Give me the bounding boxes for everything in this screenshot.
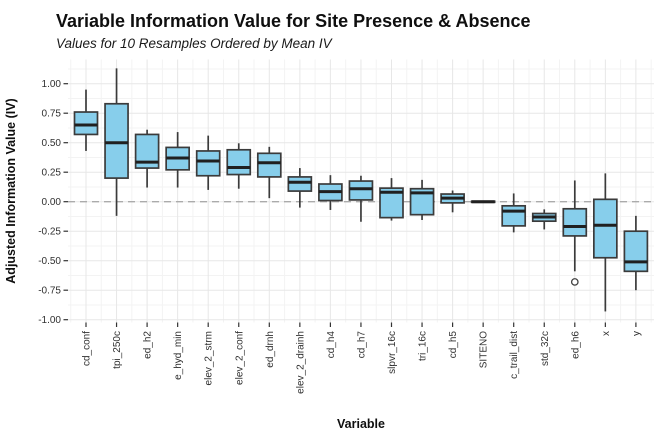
x-tick-label: cd_h4 [326,331,337,359]
y-tick-label: 1.00 [42,79,62,90]
boxplot-cd_h7 [348,175,374,222]
x-tick-label: slpvr_16c [387,331,398,374]
y-tick-label: 0.00 [42,197,62,208]
boxplot-tri_16c [409,179,435,220]
y-tick-label: -0.50 [38,256,61,267]
x-tick-label: y [631,331,642,336]
x-tick-label: cd_conf [82,331,93,366]
boxplot-cd_h4 [318,175,343,210]
x-tick-label: tpi_250c [112,331,123,369]
y-tick-label: 0.75 [42,109,62,120]
boxplot-c_trail_dist [501,193,527,233]
boxplot-cd_h5 [440,190,465,213]
y-tick-label: -0.25 [38,227,61,238]
boxplot-SITENO [470,200,496,204]
boxplot-slpvr_16c [379,178,404,221]
x-tick-label: tri_16c [418,331,429,361]
boxplot-x [592,173,618,312]
iqr-box [501,204,527,227]
x-tick-label: ed_h2 [143,331,154,359]
chart-title: Variable Information Value for Site Pres… [56,11,531,31]
boxplot-elev_2_conf [226,143,252,189]
x-axis-title: Variable [337,417,385,431]
iqr-box [256,152,282,178]
x-tick-label: ed_h6 [570,331,581,359]
x-tick-label: elev_2_drainh [295,331,306,394]
iqr-box [226,148,252,176]
boxplot-e_hyd_min [165,132,190,188]
x-tick-label: cd_h5 [448,331,459,359]
x-tick-label: SITENO [479,331,490,368]
x-tick-label: c_trail_dist [509,331,520,379]
iqr-box [73,111,99,136]
boxplot-elev_2_drainh [287,168,313,208]
iqr-box [287,176,313,192]
iqr-box [562,207,588,237]
iqr-box [195,150,221,177]
y-axis-title: Adjusted Information Value (IV) [4,98,18,283]
boxplot-ed_drnh [256,146,282,199]
outlier-point [570,278,579,286]
boxplot-std_32c [531,209,557,230]
iqr-box [379,187,404,219]
x-tick-label: ed_drnh [265,331,276,368]
iqr-box [623,230,649,273]
boxplot-cd_conf [73,89,99,151]
x-tick-label: e_hyd_min [173,331,184,380]
x-tick-label: std_32c [540,331,551,366]
boxplot-tpi_250c [104,68,129,216]
boxplot-y [623,215,649,291]
chart-subtitle: Values for 10 Resamples Ordered by Mean … [56,36,334,51]
iqr-box [409,187,435,216]
iqr-box [134,133,160,169]
boxplot-elev_2_strm [195,135,221,190]
y-tick-label: -0.75 [38,286,61,297]
y-tick-label: 0.25 [42,168,62,179]
chart-layer: 1.00 0.75 0.50 0.25 0.00 -0.25 -0.50 -0.75 -1.00… [38,59,654,394]
iqr-box [592,198,618,259]
x-tick-label: cd_h7 [356,331,367,359]
y-tick-label: -1.00 [38,315,61,326]
x-tick-label: elev_2_strm [204,331,215,385]
boxplot-ed_h6 [562,180,588,286]
boxplot-ed_h2 [134,129,160,188]
x-tick-label: elev_2_conf [234,331,245,385]
iqr-box [348,180,374,201]
x-tick-label: x [601,331,612,336]
y-tick-label: 0.50 [42,138,62,149]
iqr-box [104,102,129,179]
